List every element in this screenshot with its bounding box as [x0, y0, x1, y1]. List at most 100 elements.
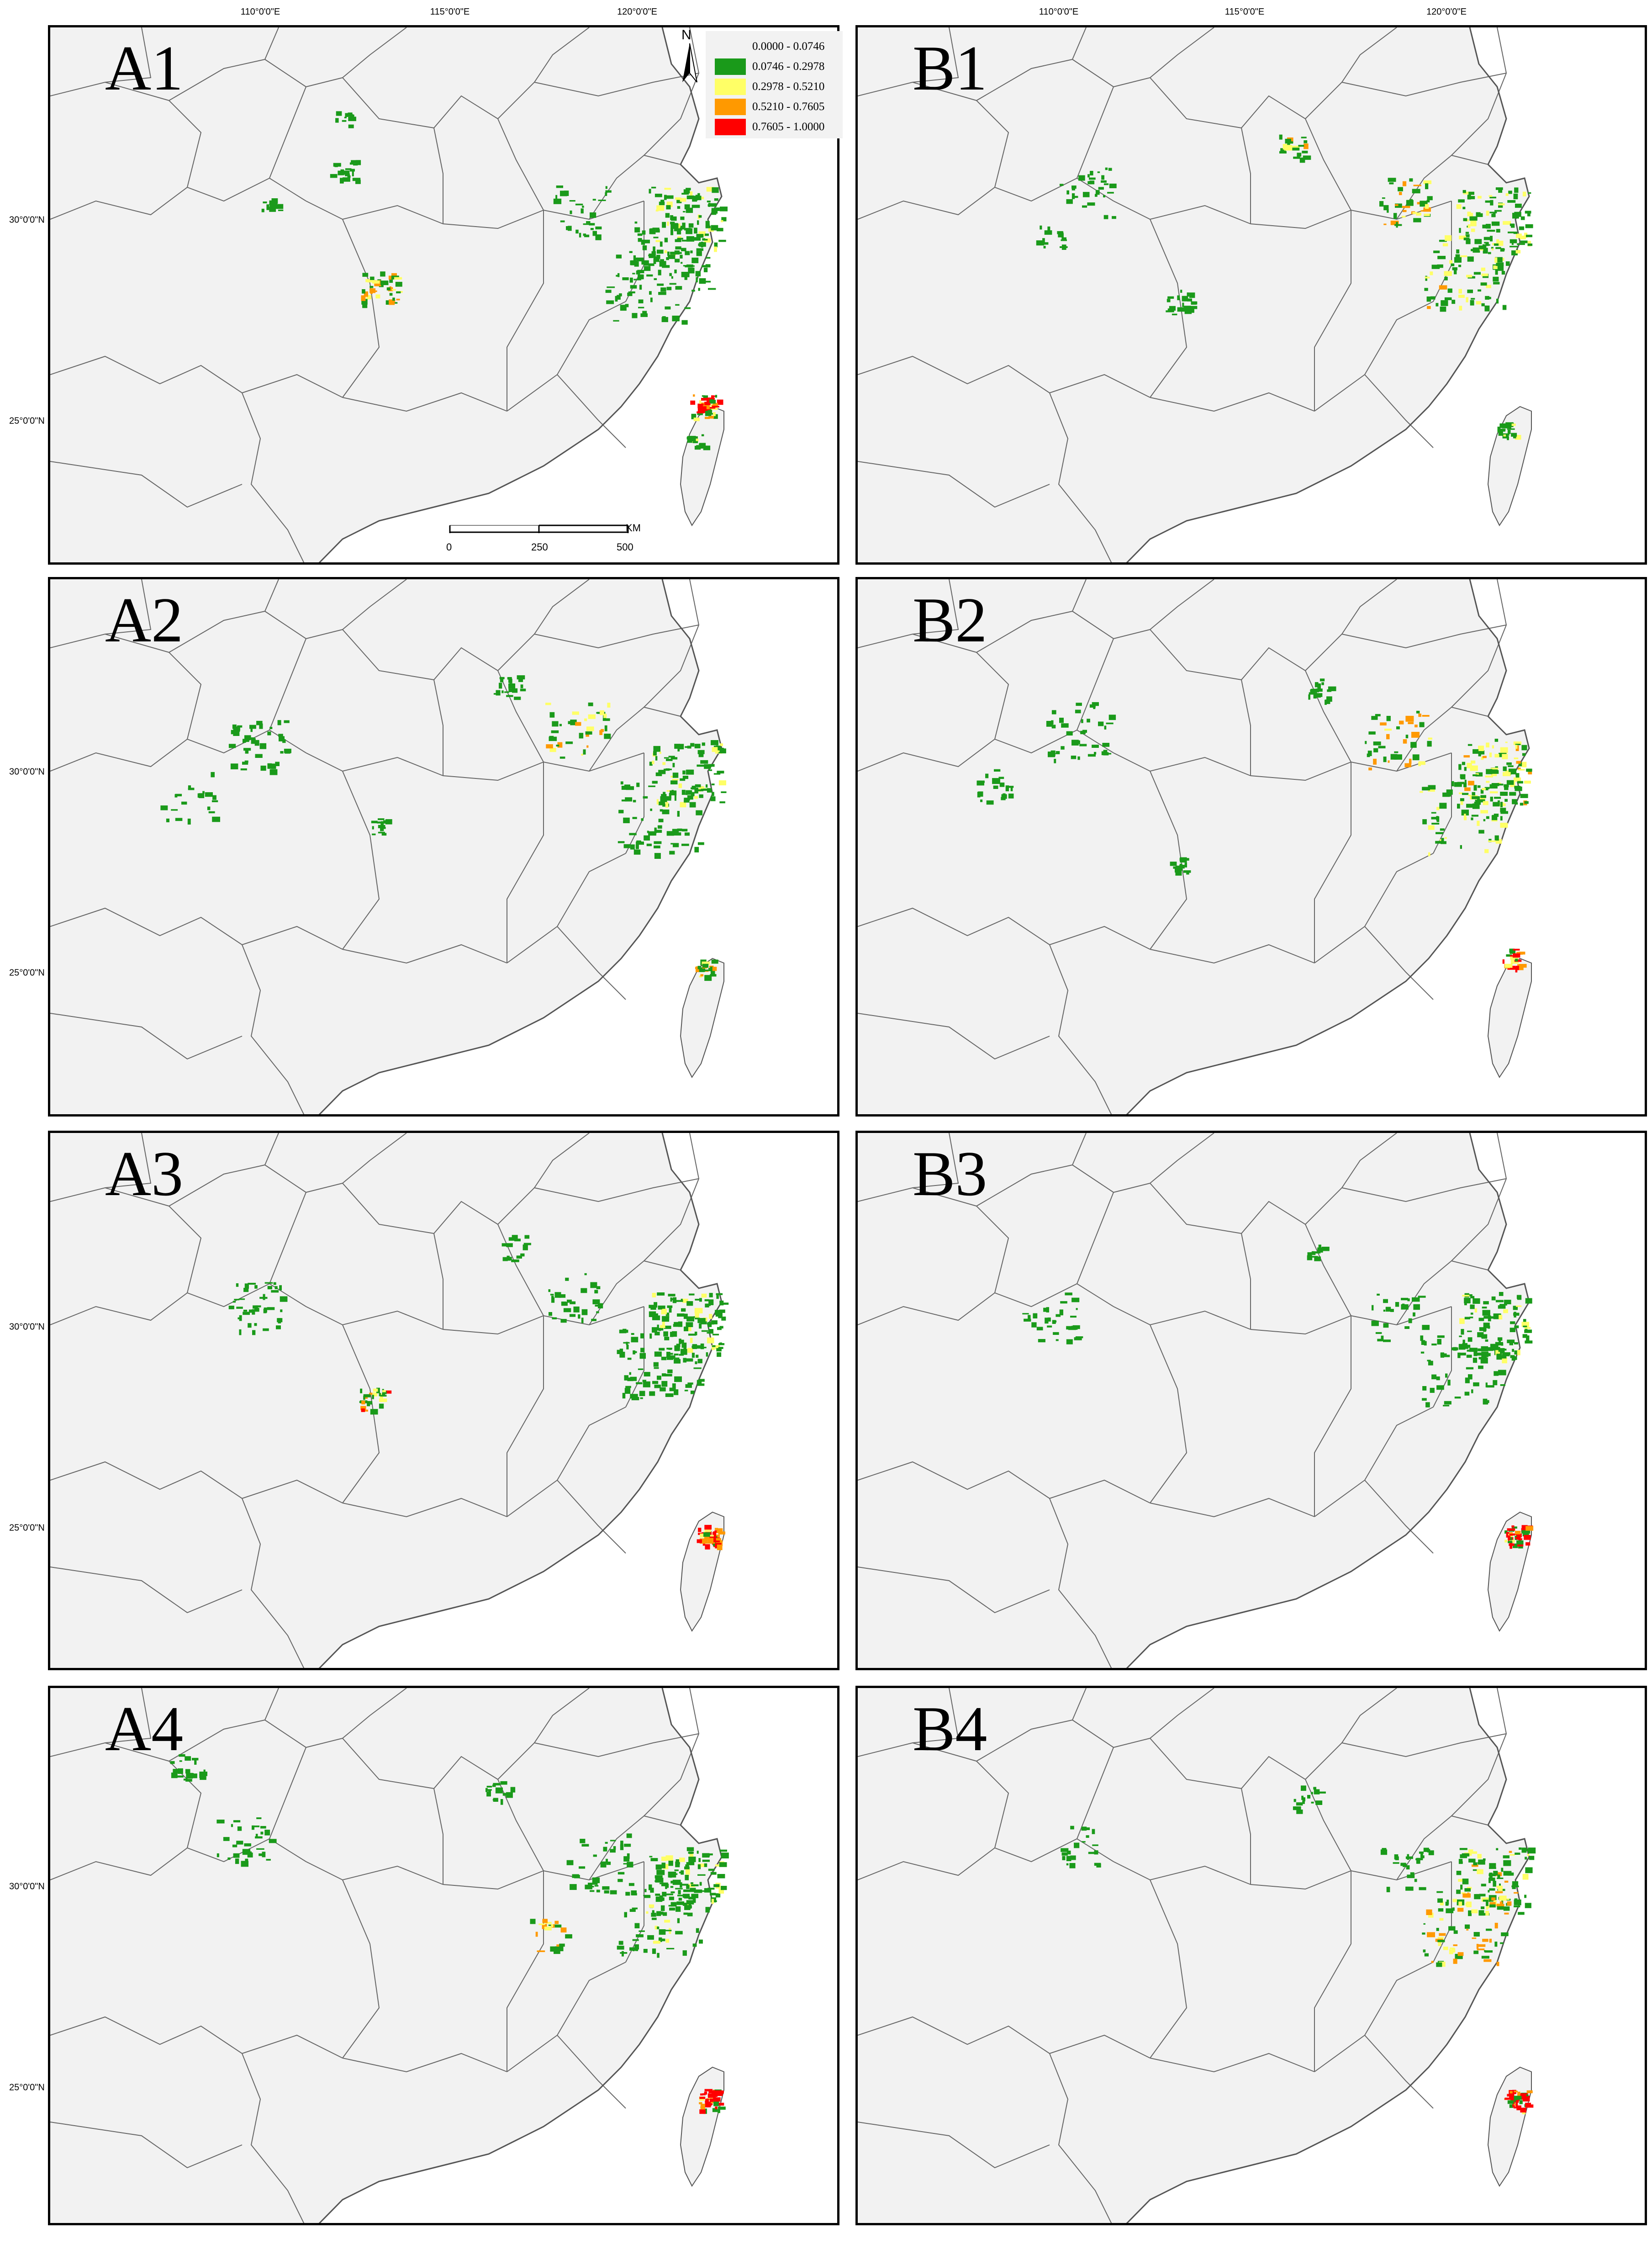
suitability-patch: [1312, 1256, 1318, 1258]
suitability-patch: [1423, 180, 1432, 184]
province-boundary: [50, 1164, 343, 1207]
suitability-patch: [1486, 1900, 1488, 1906]
suitability-patch: [683, 211, 686, 212]
suitability-patch: [1076, 703, 1082, 706]
suitability-patch: [1499, 1315, 1503, 1320]
suitability-patch: [1518, 1912, 1525, 1915]
suitability-patch: [557, 742, 563, 748]
lon-tick-label: 120°0'0"E: [1426, 7, 1467, 17]
suitability-patch: [686, 236, 694, 242]
suitability-patch: [697, 1864, 701, 1869]
suitability-patch: [1514, 2103, 1516, 2106]
suitability-patch: [261, 208, 264, 212]
suitability-patch: [1513, 193, 1518, 200]
suitability-patch: [707, 1322, 712, 1327]
suitability-patch: [694, 1331, 697, 1335]
suitability-patch: [686, 195, 694, 199]
suitability-patch: [520, 688, 526, 692]
suitability-patch: [664, 1337, 670, 1340]
map-panel-a3: A3: [48, 1131, 839, 1670]
suitability-patch: [1511, 1525, 1515, 1528]
suitability-patch: [681, 248, 686, 251]
suitability-patch: [1313, 693, 1317, 699]
basemap: [858, 1688, 1645, 2223]
suitability-patch: [707, 1538, 715, 1544]
province-boundary: [269, 86, 306, 179]
suitability-patch: [378, 818, 385, 820]
suitability-patch: [1473, 1298, 1480, 1304]
suitability-patch: [1503, 1309, 1508, 1313]
suitability-patch: [1043, 242, 1049, 245]
province-boundary: [1150, 392, 1315, 412]
suitability-patch: [610, 1840, 616, 1842]
suitability-patch: [715, 1864, 723, 1867]
suitability-patch: [698, 1379, 705, 1382]
suitability-patch: [618, 1872, 625, 1875]
suitability-patch: [1494, 1371, 1499, 1376]
suitability-patch: [694, 847, 699, 852]
suitability-patch: [1179, 858, 1185, 861]
suitability-patch: [1169, 306, 1176, 311]
suitability-patch: [581, 1318, 584, 1323]
suitability-patch: [704, 2089, 713, 2091]
suitability-patch: [1072, 740, 1080, 744]
suitability-patch: [718, 1889, 724, 1894]
suitability-patch: [654, 845, 660, 848]
suitability-patch: [1505, 193, 1509, 196]
suitability-patch: [1511, 433, 1517, 437]
suitability-patch: [361, 1400, 365, 1405]
suitability-patch: [345, 113, 348, 117]
suitability-patch: [691, 785, 696, 790]
suitability-patch: [681, 1308, 686, 1312]
suitability-patch: [674, 1322, 681, 1325]
suitability-patch: [1509, 2092, 1515, 2098]
suitability-patch: [654, 278, 657, 280]
suitability-patch: [653, 751, 657, 756]
suitability-patch: [1179, 865, 1185, 869]
suitability-patch: [694, 228, 697, 234]
province-boundary: [242, 392, 305, 562]
suitability-patch: [684, 276, 687, 280]
suitability-patch: [678, 1321, 683, 1327]
suitability-patch: [370, 1409, 378, 1415]
suitability-patch: [253, 1305, 258, 1309]
province-boundary: [1314, 1962, 1434, 2072]
suitability-patch: [980, 799, 983, 802]
suitability-patch: [1515, 2101, 1518, 2107]
suitability-patch: [651, 186, 656, 189]
suitability-patch: [1503, 772, 1511, 776]
suitability-patch: [1420, 1335, 1424, 1341]
suitability-patch: [1489, 1938, 1492, 1943]
suitability-patch: [712, 406, 719, 408]
suitability-patch: [1471, 815, 1478, 817]
suitability-patch: [670, 215, 673, 220]
suitability-patch: [1510, 1321, 1515, 1324]
suitability-patch: [1472, 1937, 1477, 1939]
suitability-patch: [1524, 780, 1531, 784]
suitability-patch: [342, 120, 347, 122]
map-panel-a4: A4: [48, 1686, 839, 2225]
suitability-patch: [697, 842, 704, 845]
suitability-patch: [1315, 693, 1323, 697]
suitability-patch: [1509, 1534, 1515, 1536]
suitability-patch: [1504, 1912, 1509, 1915]
suitability-patch: [1480, 789, 1484, 794]
suitability-patch: [686, 1885, 690, 1889]
suitability-patch: [1486, 816, 1489, 819]
suitability-patch: [1510, 966, 1516, 970]
suitability-patch: [664, 768, 672, 770]
suitability-patch: [721, 217, 727, 222]
suitability-patch: [1321, 1247, 1330, 1251]
sea: [319, 1133, 837, 1668]
province-boundary: [306, 1306, 443, 1330]
suitability-patch: [646, 843, 652, 847]
province-boundary: [497, 1224, 544, 1316]
suitability-patch: [1070, 1826, 1074, 1830]
suitability-patch: [583, 749, 586, 755]
suitability-patch: [1059, 718, 1064, 723]
suitability-patch: [1474, 239, 1482, 244]
suitability-patch: [1367, 751, 1372, 756]
suitability-patch: [978, 791, 983, 797]
suitability-patch: [719, 206, 728, 212]
suitability-patch: [1393, 1862, 1399, 1864]
